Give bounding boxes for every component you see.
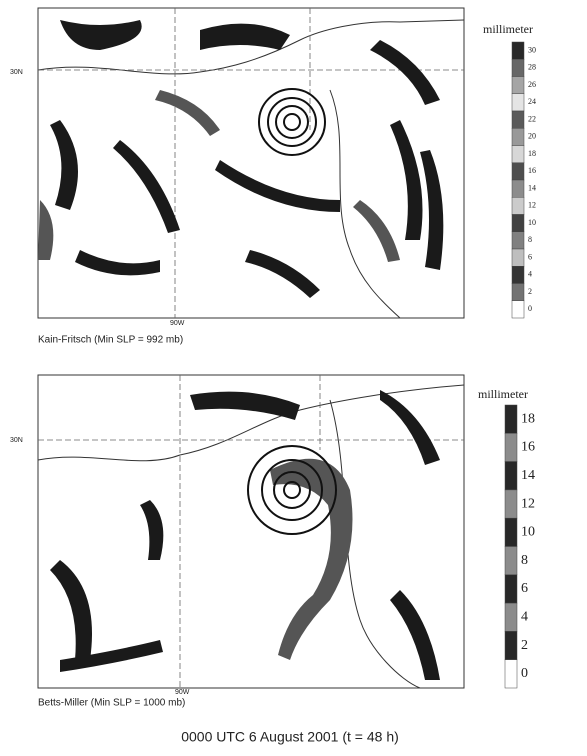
colorbar-segment xyxy=(504,404,518,434)
colorbar-segment xyxy=(504,433,518,462)
colorbar-segment xyxy=(504,602,518,632)
colorbar-tick-label: 12 xyxy=(521,496,535,511)
colorbar-segment xyxy=(511,266,525,284)
map-panel-bottom xyxy=(37,374,465,689)
colorbar-tick-label: 24 xyxy=(528,97,536,106)
colorbar-segment xyxy=(511,300,525,319)
colorbar-title: millimeter xyxy=(483,22,533,36)
colorbar-tick-label: 28 xyxy=(528,63,536,72)
colorbar-tick-label: 18 xyxy=(528,149,536,158)
colorbar-tick-label: 4 xyxy=(521,609,528,624)
colorbar-segment xyxy=(504,659,518,689)
colorbar-tick-label: 0 xyxy=(521,666,528,681)
colorbar-tick-label: 10 xyxy=(528,218,536,227)
lat-label: 30N xyxy=(10,437,23,444)
colorbar-tick-label: 8 xyxy=(528,235,532,244)
lon-label: 90W xyxy=(170,320,185,327)
colorbar-tick-label: 6 xyxy=(521,581,528,596)
colorbar-segment xyxy=(504,517,518,547)
colorbar-segment xyxy=(511,145,525,163)
colorbar-segment xyxy=(511,110,525,129)
colorbar-tick-label: 18 xyxy=(521,411,535,426)
colorbar-segment xyxy=(511,283,525,301)
colorbar-tick-label: 22 xyxy=(528,114,536,123)
figure-caption: 0000 UTC 6 August 2001 (t = 48 h) xyxy=(181,729,399,745)
colorbar-tick-label: 16 xyxy=(521,440,535,455)
colorbar-tick-label: 16 xyxy=(528,166,536,175)
colorbar-segment xyxy=(504,631,518,660)
colorbar-tick-label: 20 xyxy=(528,132,536,141)
colorbar-segment xyxy=(511,59,525,77)
colorbar-segment xyxy=(511,231,525,250)
colorbar-tick-label: 26 xyxy=(528,80,536,89)
colorbar-segment xyxy=(504,489,518,519)
colorbar-segment xyxy=(504,574,518,604)
colorbar-segment xyxy=(511,128,525,146)
colorbar-tick-label: 14 xyxy=(528,183,536,192)
panel-caption: Betts-Miller (Min SLP = 1000 mb) xyxy=(38,698,185,709)
colorbar-tick-label: 30 xyxy=(528,45,536,54)
colorbar-segment xyxy=(504,546,518,576)
lon-label: 90W xyxy=(175,689,190,696)
colorbar-segment xyxy=(511,41,525,60)
lat-label: 30N xyxy=(10,69,23,76)
colorbar-tick-label: 0 xyxy=(528,304,532,313)
colorbar-tick-label: 4 xyxy=(528,270,532,279)
colorbar-segment xyxy=(511,162,525,181)
colorbar-segment xyxy=(511,179,525,198)
map-panel-top xyxy=(37,7,465,319)
colorbar-segment xyxy=(504,461,518,491)
panel-caption: Kain-Fritsch (Min SLP = 992 mb) xyxy=(38,335,183,346)
colorbar-tick-label: 2 xyxy=(521,638,528,653)
colorbar-tick-label: 14 xyxy=(521,468,535,483)
colorbar-tick-label: 8 xyxy=(521,553,528,568)
colorbar-segment xyxy=(511,214,525,232)
colorbar-title: millimeter xyxy=(478,387,528,401)
colorbar-tick-label: 2 xyxy=(528,287,532,296)
colorbar-tick-label: 6 xyxy=(528,252,532,261)
colorbar-segment xyxy=(511,248,525,267)
colorbar-tick-label: 10 xyxy=(521,525,535,540)
colorbar-segment xyxy=(511,197,525,215)
colorbar-segment xyxy=(511,76,525,94)
colorbar-segment xyxy=(511,93,525,112)
colorbar-tick-label: 12 xyxy=(528,201,536,210)
